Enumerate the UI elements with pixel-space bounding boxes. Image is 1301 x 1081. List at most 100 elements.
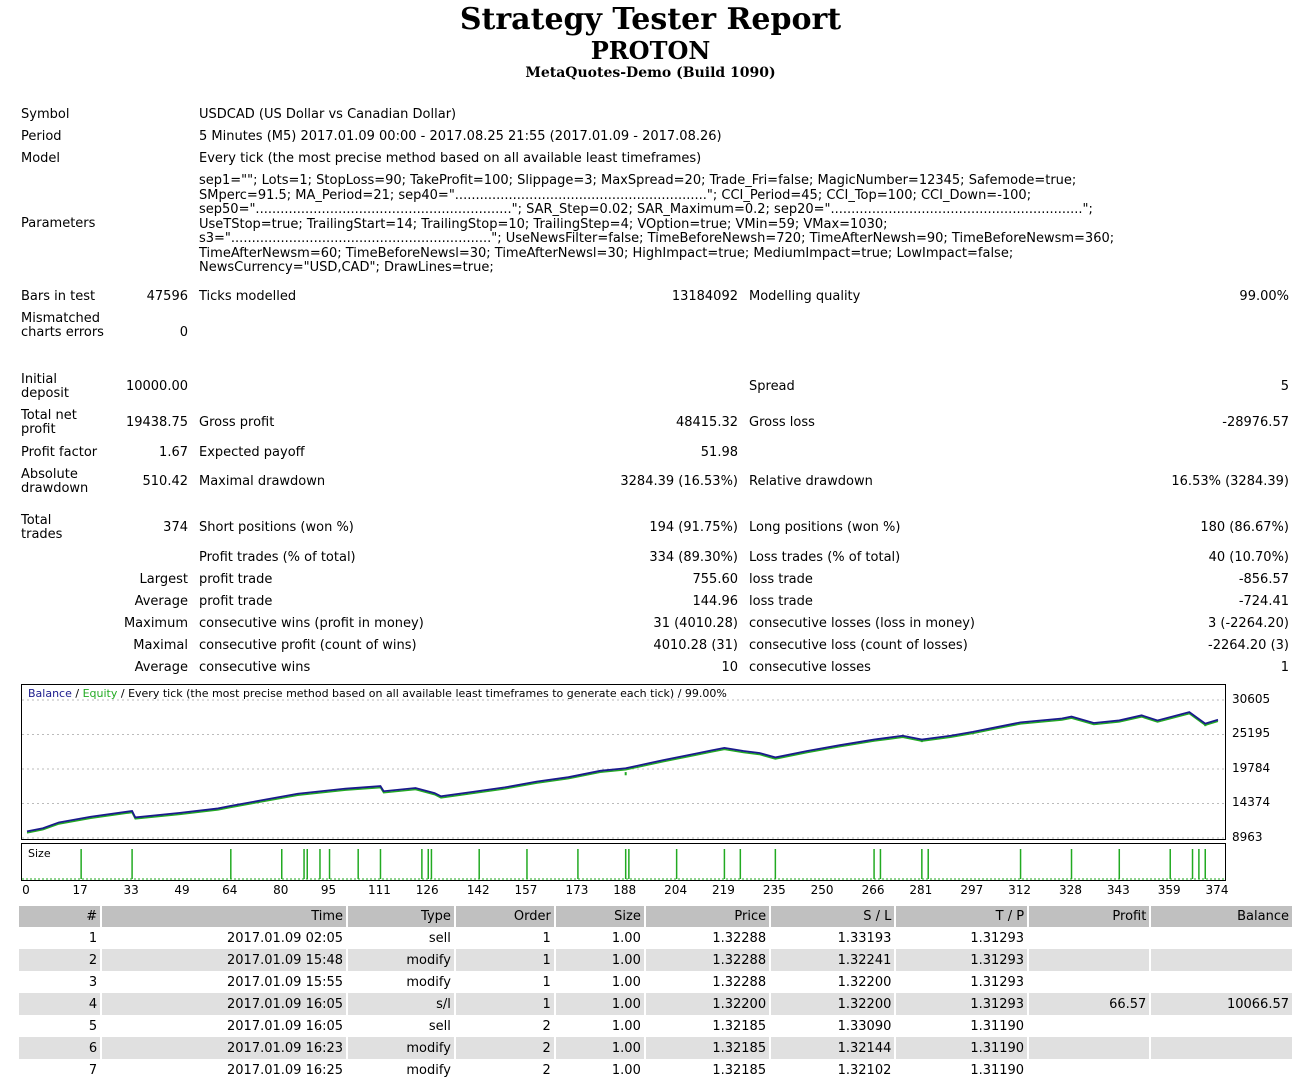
- table-cell: 5: [88, 1018, 98, 1034]
- maximal-drawdown-value: 3284.39 (16.53%): [620, 474, 738, 489]
- table-cell: 1.32200: [645, 993, 770, 1015]
- x-tick-label: 343: [1106, 883, 1130, 897]
- table-cell: 1.31190: [970, 1018, 1025, 1034]
- table-cell: 2: [455, 1037, 554, 1059]
- table-row: 5 2017.01.09 16:05 sell 2 1.00 1.32185 1.33090…: [19, 1015, 1292, 1037]
- x-tick-label: 312: [1008, 883, 1031, 897]
- table-cell: 1.00: [611, 1062, 641, 1078]
- long-positions-value: 180 (86.67%): [1200, 520, 1289, 535]
- x-tick-label: 359: [1157, 883, 1181, 897]
- table-cell: [1151, 1059, 1292, 1081]
- x-tick-label: 111: [368, 883, 391, 897]
- avg-consecutive-losses-label: consecutive losses: [749, 660, 871, 675]
- table-cell: 1.00: [611, 1018, 641, 1034]
- gross-loss-value: -28976.57: [1222, 415, 1289, 430]
- max-consecutive-losses-value: 3 (-2264.20): [1208, 616, 1289, 631]
- y-tick-label: 19784: [1232, 761, 1271, 775]
- average-label: Average: [134, 594, 188, 609]
- size-chart: Size: [21, 843, 1226, 881]
- largest-label: Largest: [139, 572, 188, 587]
- mismatch-label: Mismatched charts errors: [21, 311, 104, 340]
- avg-consecutive-wins-value: 10: [721, 660, 738, 675]
- table-cell: 1.32288: [712, 974, 767, 990]
- size-chart-label: Size: [28, 847, 51, 860]
- expected-payoff-value: 51.98: [700, 445, 738, 460]
- absolute-drawdown-value: 510.42: [142, 474, 189, 489]
- x-tick-label: 17: [72, 883, 88, 897]
- table-cell: [1151, 971, 1292, 993]
- initial-deposit-label: Initial deposit: [21, 372, 69, 401]
- x-tick-label: 250: [810, 883, 834, 897]
- long-positions-label: Long positions (won %): [749, 520, 901, 535]
- table-cell: 1: [88, 930, 98, 946]
- table-cell: 2017.01.09 16:05: [227, 1018, 344, 1034]
- average-consecutive-label: Average: [134, 660, 188, 675]
- table-cell: 1.31293: [896, 949, 1028, 971]
- maximal-consecutive-profit-value: 4010.28 (31): [653, 638, 738, 653]
- table-cell: 1: [455, 949, 554, 971]
- table-cell: 2017.01.09 15:55: [227, 974, 344, 990]
- quality-label: Modelling quality: [749, 289, 861, 304]
- table-cell: 1.00: [555, 993, 644, 1015]
- table-cell: 2017.01.09 02:05: [227, 930, 344, 946]
- table-cell: 1.31293: [970, 974, 1025, 990]
- size-chart-svg: [22, 849, 1225, 880]
- table-cell: 1.32288: [645, 949, 770, 971]
- table-row: 4 2017.01.09 16:05 s/l 1 1.00 1.32200 1.32200 1…: [19, 993, 1292, 1015]
- chart-legend: Balance / Equity / Every tick (the most …: [28, 687, 727, 701]
- table-cell: 1.32288: [712, 930, 767, 946]
- table-cell: 2: [542, 1018, 551, 1034]
- symbol-value: USDCAD (US Dollar vs Canadian Dollar): [199, 107, 457, 122]
- max-consecutive-wins-value: 31 (4010.28): [653, 616, 738, 631]
- loss-trades-label: Loss trades (% of total): [749, 550, 901, 565]
- table-cell: [1029, 1015, 1149, 1037]
- x-tick-label: 219: [711, 883, 735, 897]
- column-header: Size: [555, 906, 644, 927]
- gross-profit-value: 48415.32: [675, 415, 738, 430]
- table-cell: [1151, 1037, 1292, 1059]
- mismatch-value: 0: [179, 325, 188, 340]
- table-cell: modify: [348, 949, 454, 971]
- balance-chart: Balance / Equity / Every tick (the most …: [21, 684, 1226, 840]
- table-cell: [1029, 949, 1150, 971]
- legend-equity: Equity: [82, 687, 118, 700]
- table-cell: 1.32185: [712, 1062, 767, 1078]
- x-tick-label: 0: [22, 883, 30, 897]
- table-cell: [1029, 927, 1149, 949]
- absolute-drawdown-label: Absolute drawdown: [21, 467, 89, 496]
- maximum-label: Maximum: [123, 616, 188, 631]
- table-cell: 3: [88, 974, 98, 990]
- legend-sep: /: [71, 687, 83, 700]
- model-label: Model: [21, 151, 61, 166]
- largest-profit-value: 755.60: [692, 572, 739, 587]
- table-cell: 1.32185: [712, 1018, 767, 1034]
- table-cell: 2017.01.09 15:48: [102, 949, 347, 971]
- y-tick-label: 14374: [1232, 795, 1271, 810]
- bars-label: Bars in test: [21, 289, 96, 304]
- gross-loss-label: Gross loss: [749, 415, 815, 430]
- net-profit-label: Total net profit: [21, 408, 77, 437]
- table-cell: [1151, 927, 1292, 949]
- average-profit-label: profit trade: [199, 594, 273, 609]
- maximal-consecutive-profit-label: consecutive profit (count of wins): [199, 638, 417, 653]
- model-value: Every tick (the most precise method base…: [199, 151, 702, 166]
- table-cell: 1.32102: [837, 1062, 892, 1078]
- x-tick-label: 173: [565, 883, 589, 897]
- column-header: Profit: [1029, 906, 1150, 927]
- initial-deposit-value: 10000.00: [125, 379, 188, 394]
- table-row: 2 2017.01.09 15:48 modify 1 1.00 1.32288 1.322…: [19, 949, 1292, 971]
- x-tick-label: 49: [174, 883, 190, 897]
- table-cell: 2017.01.09 16:05: [102, 993, 347, 1015]
- column-header: Price: [645, 906, 770, 927]
- relative-drawdown-value: 16.53% (3284.39): [1171, 474, 1289, 489]
- largest-loss-value: -856.57: [1238, 572, 1289, 587]
- symbol-label: Symbol: [21, 107, 70, 122]
- table-cell: 2017.01.09 16:25: [227, 1062, 344, 1078]
- x-tick-label: 266: [861, 883, 885, 897]
- table-cell: 1.32200: [837, 974, 892, 990]
- short-positions-label: Short positions (won %): [199, 520, 354, 535]
- avg-consecutive-wins-label: consecutive wins: [199, 660, 311, 675]
- bars-value: 47596: [146, 289, 188, 304]
- total-trades-value: 374: [163, 520, 188, 535]
- maximal-drawdown-label: Maximal drawdown: [199, 474, 326, 489]
